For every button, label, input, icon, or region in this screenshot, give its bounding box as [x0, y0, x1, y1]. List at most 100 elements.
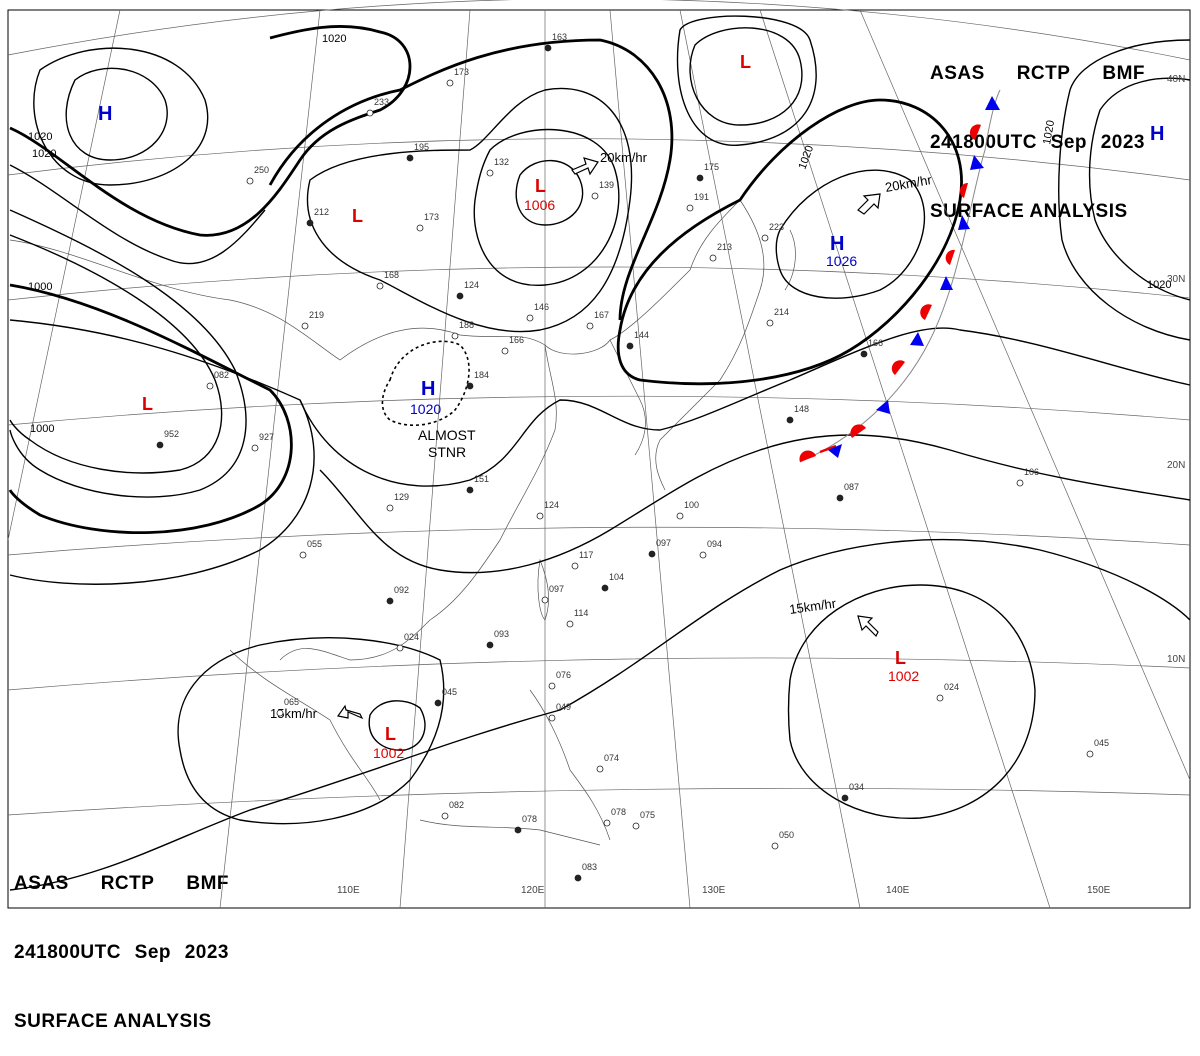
station-pressure: 075 — [640, 810, 655, 820]
station-pressure: 144 — [634, 330, 649, 340]
station-circle-icon — [648, 550, 656, 558]
high-pressure-center: H 1020 — [410, 378, 441, 417]
station-pressure: 184 — [474, 370, 489, 380]
station-circle-icon — [246, 177, 254, 185]
station-plot: 093 — [486, 629, 509, 649]
footer-center: RCTP — [100, 873, 155, 894]
station-plot: 074 — [596, 753, 619, 773]
station-circle-icon — [501, 347, 509, 355]
station-circle-icon — [1086, 750, 1094, 758]
motion-label: 15km/hr — [788, 595, 837, 616]
warm-front-symbol — [969, 124, 981, 140]
station-pressure: 213 — [717, 242, 732, 252]
longitude-line — [679, 9, 861, 909]
station-pressure: 074 — [604, 753, 619, 763]
station-circle-icon — [936, 694, 944, 702]
station-plot: 214 — [766, 307, 789, 327]
station-circle-icon — [566, 620, 574, 628]
station-pressure: 124 — [544, 500, 559, 510]
pressure-center-letter: H — [1150, 123, 1164, 145]
station-plot: 050 — [771, 830, 794, 850]
station-pressure: 024 — [404, 632, 419, 642]
station-plot: 094 — [699, 539, 722, 559]
station-plot: 075 — [632, 810, 655, 830]
station-circle-icon — [206, 382, 214, 390]
station-pressure: 078 — [611, 807, 626, 817]
station-circle-icon — [301, 322, 309, 330]
station-plot: 045 — [434, 687, 457, 707]
longitude-line — [859, 9, 1191, 781]
station-pressure: 223 — [769, 222, 784, 232]
isobar — [676, 15, 817, 146]
station-plot: 223 — [761, 222, 784, 242]
isobar — [775, 169, 926, 299]
longitude-label: 120E — [521, 885, 545, 896]
pressure-center-letter: L — [142, 394, 153, 414]
isobar — [9, 538, 1191, 891]
station-plot: 167 — [586, 310, 609, 330]
motion-vectors: 20km/hr 20km/hr 15km/hr 15km/hr — [270, 150, 933, 721]
station-circle-icon — [574, 874, 582, 882]
longitude-line — [219, 9, 321, 909]
station-pressure: 219 — [309, 310, 324, 320]
longitude-line — [399, 9, 471, 909]
station-plot: 097 — [648, 538, 671, 558]
stationary-front — [799, 89, 1001, 463]
footer-year: 2023 — [184, 942, 229, 963]
station-circle-icon — [386, 597, 394, 605]
high-pressure-center: H — [1150, 123, 1164, 145]
station-circle-icon — [771, 842, 779, 850]
station-plot: 212 — [306, 207, 329, 227]
station-plot: 117 — [571, 550, 593, 570]
latitude-line — [7, 266, 1191, 301]
warm-front-symbol — [959, 182, 968, 198]
station-circle-icon — [544, 44, 552, 52]
station-pressure: 132 — [494, 157, 509, 167]
low-pressure-center: L 1002 — [888, 648, 919, 684]
title-year: 2023 — [1100, 132, 1145, 153]
station-circle-icon — [376, 282, 384, 290]
station-circle-icon — [571, 562, 579, 570]
station-plot: 078 — [514, 814, 537, 834]
stationary-label-line2: STNR — [428, 444, 466, 460]
station-pressure: 104 — [609, 572, 624, 582]
station-circle-icon — [514, 826, 522, 834]
latitude-line — [7, 395, 1191, 426]
station-plot: 168 — [376, 270, 399, 290]
station-pressure: 148 — [794, 404, 809, 414]
station-pressure: 082 — [214, 370, 229, 380]
station-circle-icon — [486, 169, 494, 177]
longitude-line — [609, 9, 691, 909]
station-circle-icon — [709, 254, 717, 262]
coastline-islands — [655, 199, 765, 491]
station-plot: 124 — [536, 500, 559, 520]
station-plot: 173 — [416, 212, 439, 232]
isobar — [177, 637, 445, 825]
station-pressure: 952 — [164, 429, 179, 439]
isobar — [65, 67, 168, 161]
map-border — [7, 9, 1191, 909]
footer-agency: ASAS — [14, 873, 69, 894]
station-plot: 927 — [251, 432, 274, 452]
station-plot: 191 — [686, 192, 709, 212]
station-circle-icon — [434, 699, 442, 707]
low-pressure-center: L — [740, 52, 751, 72]
latitude-line — [7, 657, 1191, 691]
coastline-borneo — [419, 819, 601, 846]
station-circle-icon — [786, 416, 794, 424]
arrow-icon — [857, 193, 881, 215]
cold-front-symbol — [985, 96, 1000, 110]
latitude-label: 30N — [1167, 274, 1185, 285]
coastline — [279, 344, 557, 661]
station-circle-icon — [486, 641, 494, 649]
island — [784, 229, 796, 291]
graticule-labels: 110E 120E 130E 140E 150E 40N 30N 20N 10N — [337, 74, 1185, 896]
station-plot: 065 — [276, 697, 299, 717]
station-plot: 082 — [441, 800, 464, 820]
cold-front-symbol — [970, 155, 984, 170]
latitude-label: 20N — [1167, 460, 1185, 471]
station-plot: 213 — [709, 242, 732, 262]
isobar-label: 1020 — [28, 131, 52, 143]
station-circle-icon — [603, 819, 611, 827]
station-pressure: 214 — [774, 307, 789, 317]
